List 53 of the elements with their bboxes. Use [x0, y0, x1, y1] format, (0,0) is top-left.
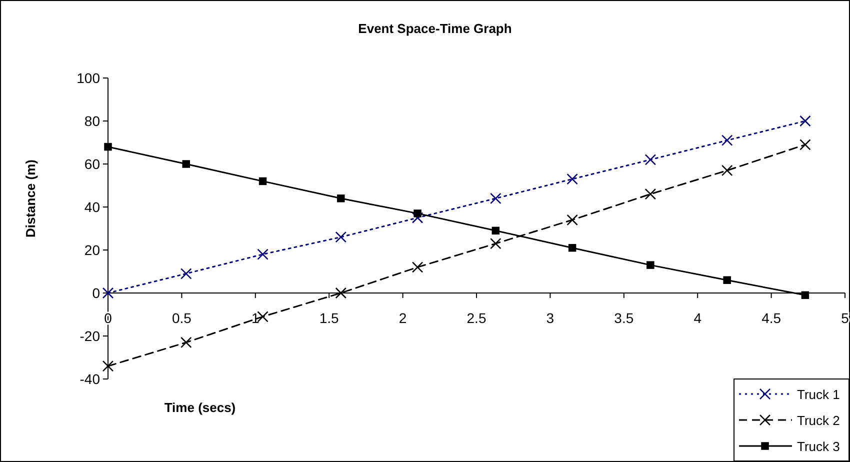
x-tick-label: 3.5 [614, 310, 634, 326]
point [490, 192, 502, 204]
point [723, 276, 731, 284]
point [412, 212, 424, 224]
point [644, 188, 656, 200]
y-tick-label: 80 [84, 113, 100, 129]
point [566, 214, 578, 226]
point [180, 336, 192, 348]
point [800, 139, 811, 150]
y-tick-label: 40 [84, 199, 100, 215]
point [566, 173, 578, 185]
y-tick-label: -20 [80, 328, 100, 344]
point [800, 115, 811, 127]
point [412, 262, 424, 273]
point [337, 194, 345, 202]
point [335, 231, 347, 243]
x-axis-title: Time (secs) [164, 400, 236, 415]
point [414, 210, 422, 218]
point [258, 177, 267, 186]
point [646, 261, 654, 269]
legend-label: Truck 3 [797, 439, 840, 454]
x-tick-label: 2 [398, 310, 407, 326]
point [721, 164, 733, 176]
point [182, 160, 190, 168]
point [644, 154, 656, 166]
x-tick-label: 5 [841, 310, 850, 326]
point [180, 268, 192, 280]
point [568, 244, 576, 252]
legend-label: Truck 2 [797, 413, 840, 428]
legend-label: Truck 1 [797, 387, 840, 402]
x-tick-label: 4.5 [762, 310, 782, 326]
point [102, 287, 114, 299]
point [490, 238, 502, 250]
x-tick-label: 1.5 [319, 310, 340, 326]
y-tick-label: 0 [92, 285, 100, 301]
point [102, 360, 114, 372]
point [492, 226, 500, 235]
y-tick-label: 20 [84, 242, 100, 258]
y-tick-label: -40 [80, 371, 100, 387]
point [335, 287, 347, 299]
x-tick-label: 3 [546, 310, 554, 326]
point [257, 248, 268, 260]
x-tick-label: 0.5 [172, 310, 192, 326]
x-tick-label: 1 [252, 310, 260, 326]
point [721, 134, 733, 146]
point [801, 291, 810, 300]
point [104, 142, 112, 151]
y-axis-title: Distance (m) [23, 159, 38, 238]
y-tick-label: 100 [76, 70, 100, 86]
chart-title: Event Space-Time Graph [358, 21, 512, 36]
x-tick-label: 2.5 [466, 310, 486, 326]
y-tick-label: 60 [84, 156, 100, 172]
x-tick-label: 4 [694, 310, 702, 326]
